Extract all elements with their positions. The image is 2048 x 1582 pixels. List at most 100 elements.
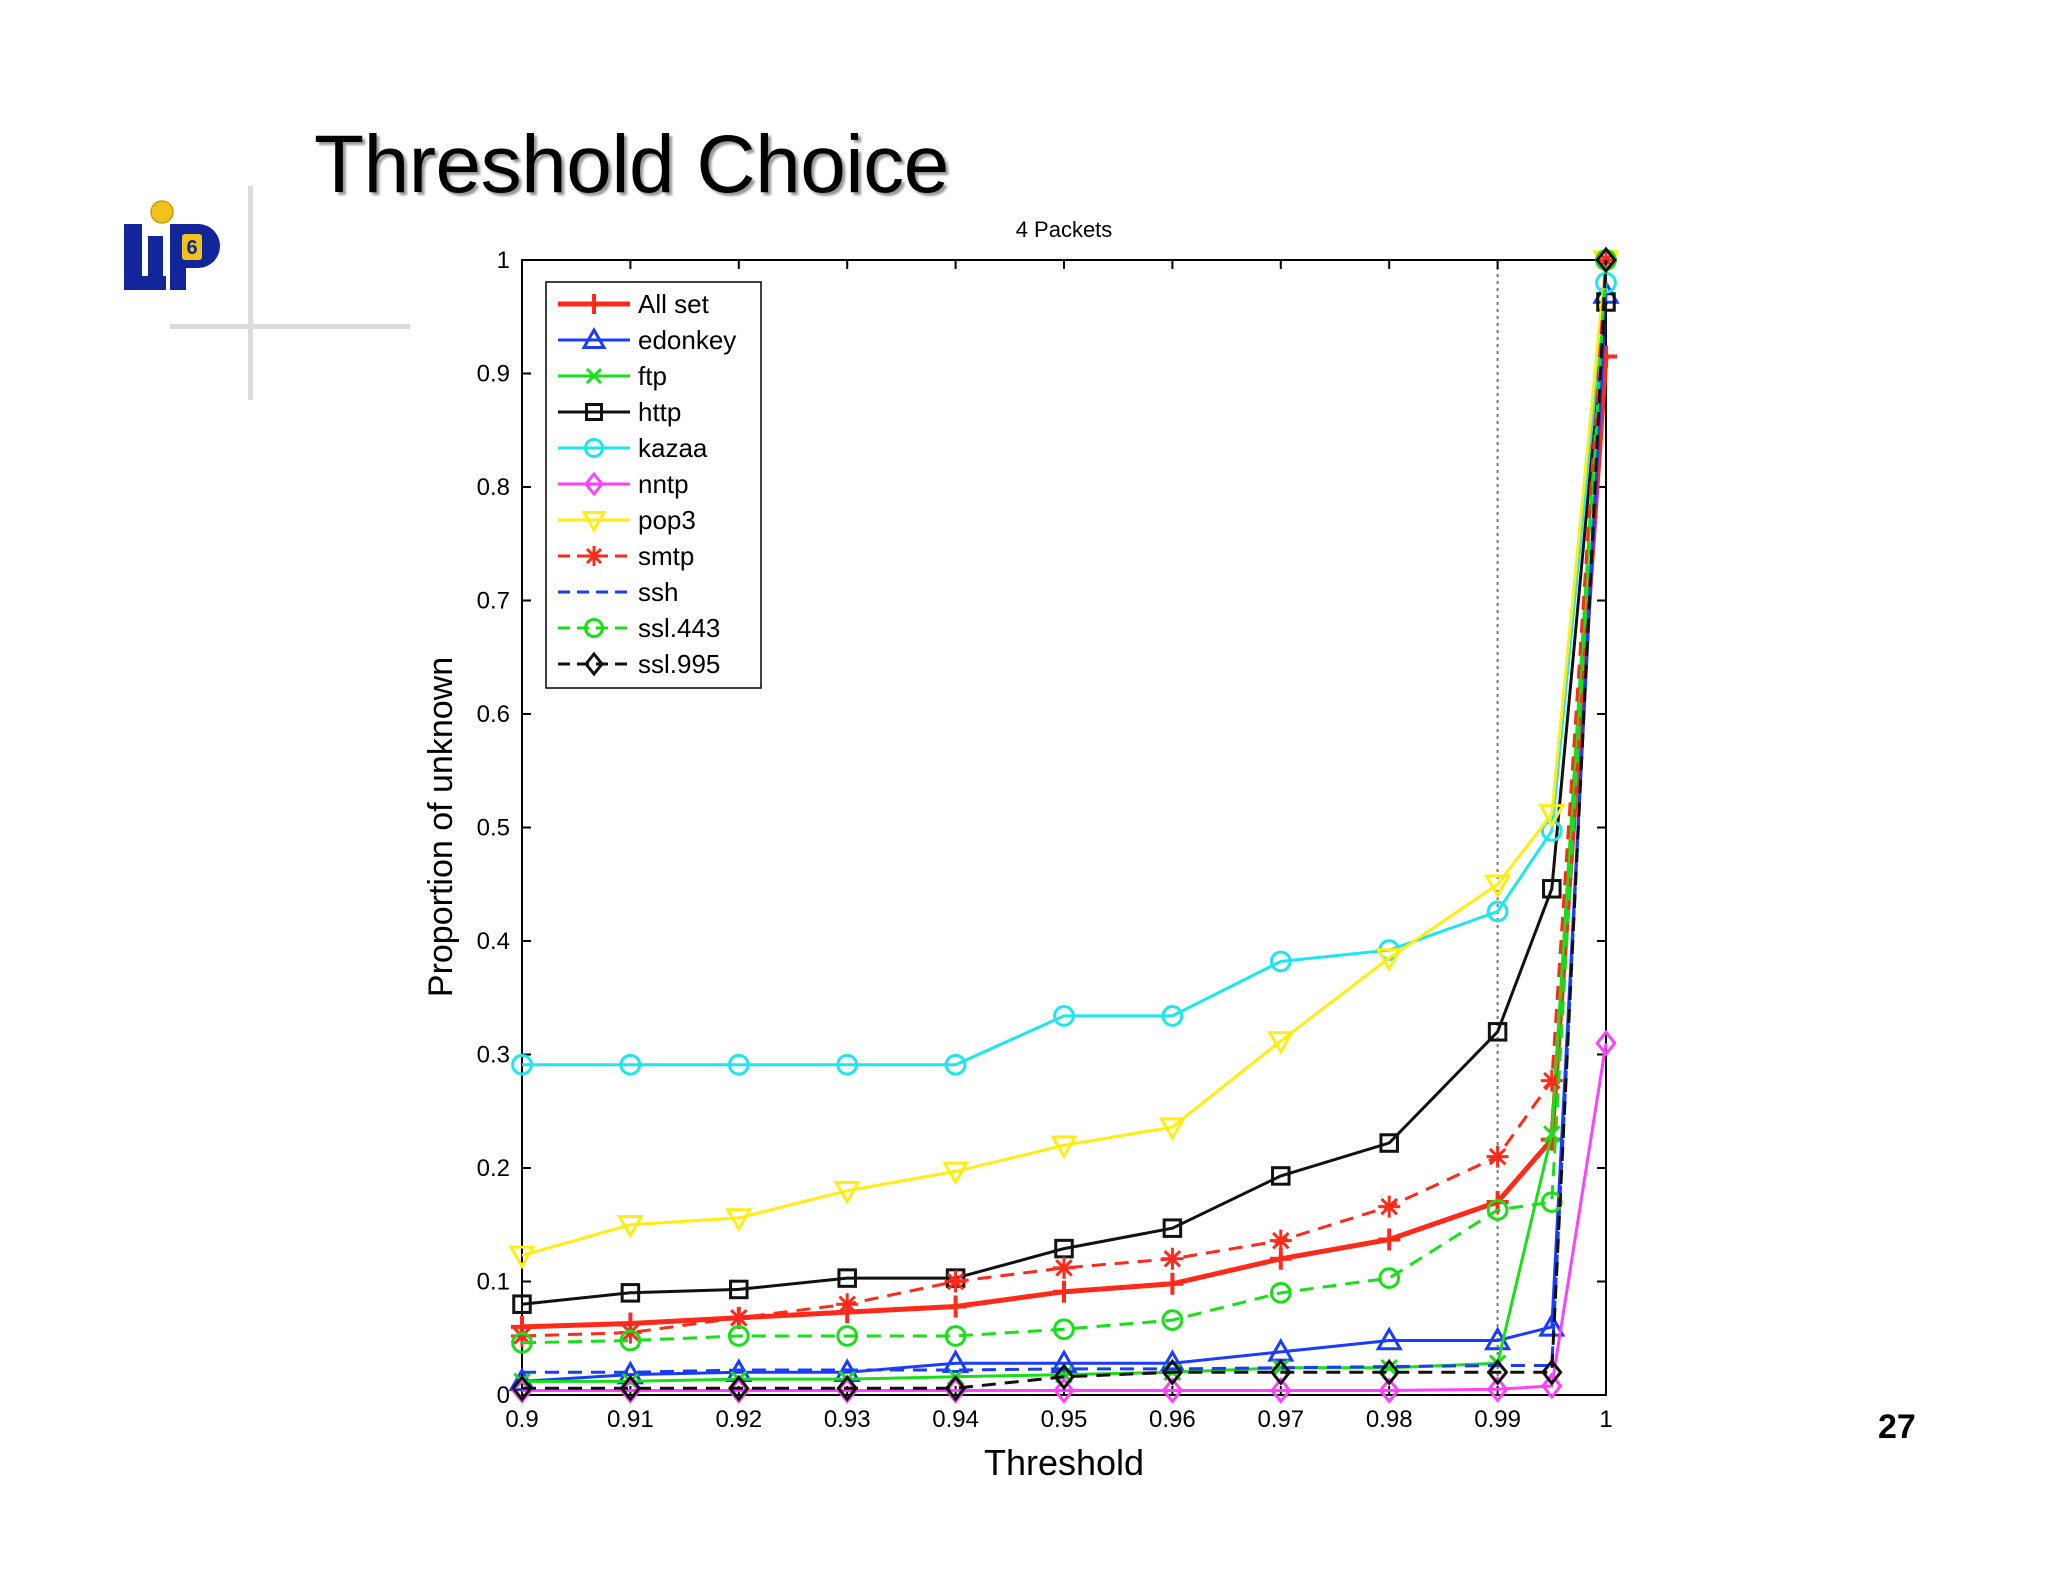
data-point-ssl-995 <box>728 1374 750 1402</box>
data-point-all-set <box>944 1295 967 1318</box>
x-tick-label: 0.99 <box>1474 1406 1521 1433</box>
legend-marker-ssl-443 <box>584 618 604 638</box>
data-point-nntp <box>1270 1377 1292 1404</box>
data-point-pop3 <box>1375 948 1403 973</box>
y-tick-label: 0.6 <box>477 701 510 728</box>
data-point-smtp <box>836 1293 859 1316</box>
legend-marker-all-set <box>584 294 604 314</box>
data-point-ssl-443 <box>511 1331 533 1354</box>
page-title: Threshold Choice <box>314 119 949 210</box>
series-line-kazaa <box>522 282 1608 1067</box>
data-point-ssl-995 <box>1053 1363 1075 1391</box>
data-point-pop3 <box>833 1180 861 1205</box>
decorative-cross-horizontal <box>170 324 410 329</box>
data-point-http <box>620 1283 641 1303</box>
data-point-ssl-995 <box>1486 1358 1509 1386</box>
y-tick-label: 0.9 <box>477 361 510 388</box>
data-point-ssl-443 <box>727 1325 750 1347</box>
data-point-all-set <box>1053 1280 1075 1303</box>
data-point-kazaa <box>1540 820 1563 842</box>
data-point-ssl-443 <box>1486 1199 1509 1221</box>
legend-label: smtp <box>638 541 694 571</box>
data-point-nntp <box>1486 1375 1509 1403</box>
data-point-all-set <box>1161 1272 1184 1295</box>
data-point-ssl-995 <box>511 1374 533 1402</box>
data-point-http <box>837 1268 857 1288</box>
data-point-kazaa <box>1053 1005 1075 1027</box>
data-point-nntp <box>1378 1377 1400 1404</box>
line-chart: 4 Packets Threshold Proportion of unknow… <box>422 217 1620 1483</box>
chart-container: 4 Packets Threshold Proportion of unknow… <box>420 210 1680 1510</box>
y-axis-label: Proportion of unknown <box>422 657 460 997</box>
legend-marker-pop3 <box>581 511 607 534</box>
data-point-kazaa <box>1486 900 1509 923</box>
data-point-ssl-443 <box>1053 1318 1075 1341</box>
data-point-pop3 <box>1050 1135 1078 1160</box>
data-point-ssl-995 <box>619 1374 642 1402</box>
data-point-kazaa <box>1269 950 1292 973</box>
data-point-ssl-995 <box>1541 1358 1563 1386</box>
data-point-ssl-995 <box>1270 1358 1292 1386</box>
data-point-smtp <box>1540 1069 1563 1092</box>
x-tick-label: 0.93 <box>824 1406 871 1433</box>
data-point-ssl-995 <box>1378 1358 1400 1386</box>
y-tick-label: 0.5 <box>477 815 510 842</box>
legend-label: ssh <box>638 577 678 607</box>
data-point-ssl-995 <box>1161 1358 1184 1386</box>
x-tick-label: 0.95 <box>1041 1406 1088 1433</box>
data-point-pop3 <box>616 1215 644 1239</box>
data-point-nntp <box>1053 1377 1075 1404</box>
data-point-ssl-443 <box>619 1329 642 1352</box>
y-tick-label: 0.3 <box>477 1042 510 1069</box>
y-tick-label: 0.1 <box>477 1269 510 1296</box>
legend-label: ftp <box>638 361 667 391</box>
x-tick-label: 0.92 <box>715 1406 762 1433</box>
x-tick-label: 0.9 <box>505 1406 538 1433</box>
data-point-nntp <box>1161 1377 1184 1404</box>
legend-marker-nntp <box>584 471 604 497</box>
data-point-ssl-995 <box>944 1374 967 1402</box>
legend-marker-ssl-995 <box>584 651 604 677</box>
data-point-ssl-443 <box>1161 1309 1184 1331</box>
data-point-smtp <box>1053 1256 1075 1279</box>
y-tick-label: 0.8 <box>477 474 510 501</box>
series-kazaa <box>511 271 1617 1076</box>
legend-marker-kazaa <box>584 438 604 458</box>
series-line-pop3 <box>521 259 1608 1257</box>
data-point-smtp <box>944 1270 967 1293</box>
data-point-nntp <box>1595 1029 1617 1057</box>
legend-marker-ftp <box>585 367 603 385</box>
data-point-http <box>1542 879 1562 899</box>
data-point-kazaa <box>619 1053 642 1076</box>
legend-label: nntp <box>638 469 689 499</box>
data-point-smtp <box>511 1324 533 1347</box>
y-tick-label: 0.2 <box>477 1155 510 1182</box>
data-point-edonkey <box>942 1349 970 1373</box>
series-ssl-443 <box>511 249 1617 1354</box>
data-point-http <box>1271 1166 1291 1186</box>
data-point-smtp <box>1161 1247 1184 1270</box>
legend-label: http <box>638 397 681 427</box>
data-point-all-set <box>1378 1228 1401 1251</box>
data-point-kazaa <box>1161 1005 1184 1027</box>
data-point-http <box>1162 1218 1183 1238</box>
y-tick-label: 1 <box>497 247 510 274</box>
legend-label: ssl.443 <box>638 613 720 643</box>
x-tick-label: 0.98 <box>1366 1406 1413 1433</box>
x-axis-label: Threshold <box>984 1442 1144 1483</box>
svg-text:6: 6 <box>186 237 197 259</box>
x-tick-label: 0.91 <box>607 1406 654 1433</box>
series-ssl-995 <box>511 246 1617 1402</box>
page-number: 27 <box>1878 1408 1916 1446</box>
data-point-pop3 <box>1484 874 1512 899</box>
data-point-pop3 <box>725 1208 753 1232</box>
data-point-http <box>512 1294 532 1314</box>
lip6-logo: 6 <box>120 196 230 306</box>
data-point-http <box>729 1279 749 1300</box>
x-tick-label: 0.96 <box>1149 1406 1196 1433</box>
data-point-smtp <box>727 1306 750 1329</box>
legend-marker-http <box>585 403 603 421</box>
data-point-smtp <box>1486 1145 1509 1168</box>
legend-marker-edonkey <box>581 326 607 349</box>
data-point-ssl-995 <box>836 1374 858 1402</box>
